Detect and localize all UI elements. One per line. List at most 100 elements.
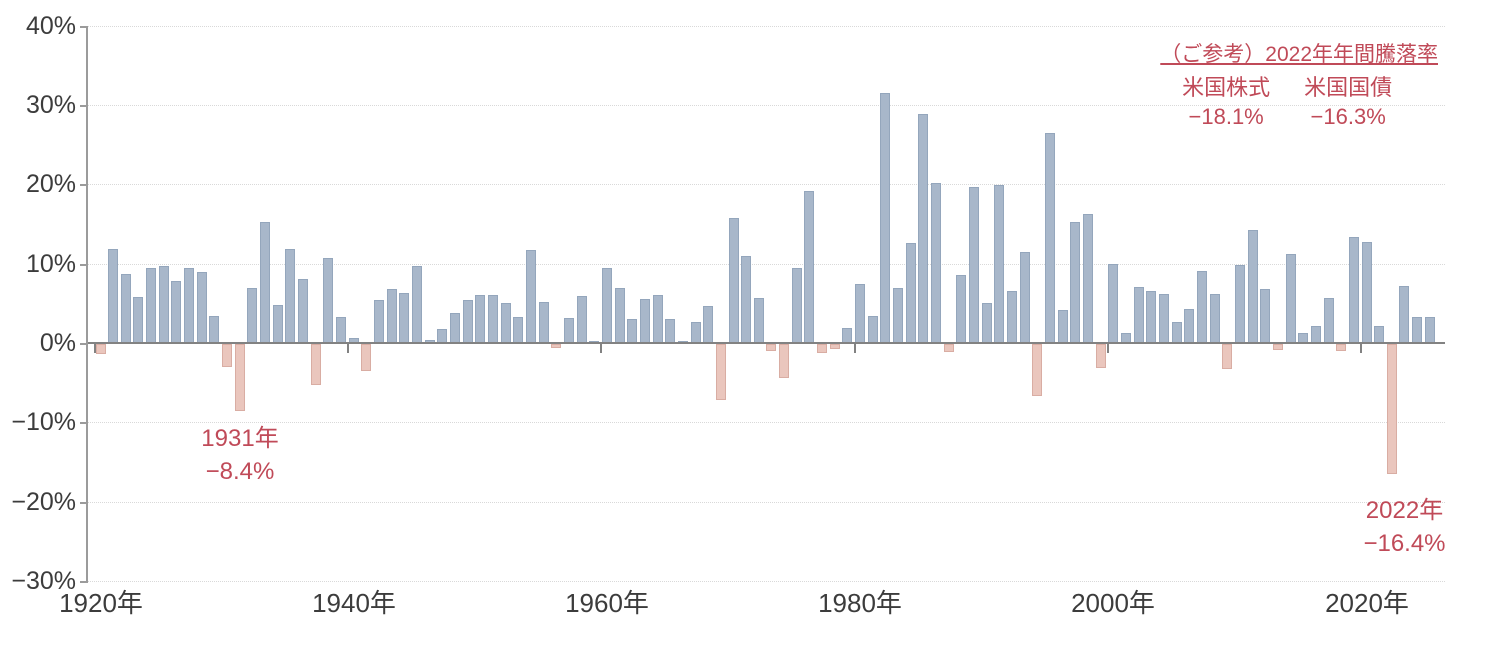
bar-1973 [766,344,776,351]
annotation-2022: 2022年 −16.4% [1312,494,1488,560]
reference-note-items: 米国株式 −18.1% 米国国債 −16.3% [1160,76,1414,129]
x-axis-label-1960: 1960年 [565,588,649,618]
y-axis-line [86,26,88,583]
bar-1997 [1070,222,1080,343]
y-axis-tick-30 [80,105,86,107]
bar-2005 [1172,322,1182,343]
bar-1934 [273,305,283,343]
gridline-20 [88,184,1445,185]
annotation-1931-value: −8.4% [205,458,275,485]
bar-2017 [1324,298,1334,343]
bar-1986 [931,183,941,343]
bar-1990 [982,303,992,343]
y-axis-tick--10 [80,422,86,424]
bar-2007 [1197,271,1207,343]
bar-1963 [640,299,650,343]
bar-1988 [956,275,966,343]
bar-1927 [184,268,194,343]
x-axis-tick-1980 [854,343,856,353]
bar-1976 [804,191,814,343]
bar-1933 [260,222,270,343]
bar-1928 [197,272,207,343]
bar-1920 [96,344,106,354]
bar-1991 [994,185,1004,343]
bar-2021 [1374,326,1384,343]
bar-1964 [653,295,663,343]
gridline-30 [88,105,1445,106]
bar-2024 [1412,317,1422,343]
bar-1950 [475,295,485,343]
bar-1956 [551,344,561,348]
bar-2009 [1222,344,1232,369]
reference-item-us-bonds: 米国国債 −16.3% [1304,76,1392,129]
bar-1979 [842,328,852,343]
gridline-40 [88,26,1445,27]
gridline-10 [88,264,1445,265]
y-axis-tick--30 [80,581,86,583]
y-axis-tick-40 [80,26,86,28]
bar-1948 [450,313,460,343]
x-axis-label-2020: 2020年 [1325,588,1409,618]
annotation-1931-year: 1931年 [201,425,279,452]
bar-1944 [399,293,409,343]
us-stocks-label: 米国株式 [1182,75,1271,100]
bar-2012 [1260,289,1270,343]
bar-1936 [298,279,308,343]
bar-1981 [868,316,878,343]
bar-2018 [1336,344,1346,351]
x-axis-label-1980: 1980年 [818,588,902,618]
bar-2000 [1108,264,1118,343]
bar-1961 [615,288,625,343]
bar-1931 [235,344,245,411]
bar-1925 [159,266,169,343]
bar-1955 [539,302,549,343]
bar-1969 [716,344,726,400]
x-axis-label-1920: 1920年 [59,588,143,618]
bar-1970 [729,218,739,343]
annotation-2022-value: −16.4% [1363,530,1446,557]
bar-1975 [792,268,802,343]
bar-1957 [564,318,574,343]
bar-1951 [488,295,498,343]
bar-1971 [741,256,751,343]
bar-1921 [108,249,118,343]
bar-1972 [754,298,764,343]
bar-1989 [969,187,979,343]
bar-2013 [1273,344,1283,350]
bar-1982 [880,93,890,343]
bar-1980 [855,284,865,343]
us-bonds-value: −16.3% [1310,104,1386,129]
bar-1941 [361,344,371,371]
bar-1932 [247,288,257,343]
bar-1929 [209,316,219,343]
y-axis-tick-20 [80,184,86,186]
bar-1939 [336,317,346,343]
bar-1937 [311,344,321,385]
bar-2019 [1349,237,1359,343]
x-axis-tick-1920 [94,343,96,353]
bar-2006 [1184,309,1194,343]
y-axis-label--10: −10% [11,408,76,436]
bar-1977 [817,344,827,353]
bar-1996 [1058,310,1068,343]
bar-1958 [577,296,587,343]
bar-2002 [1134,287,1144,343]
bar-1947 [437,329,447,343]
bar-1978 [830,344,840,349]
gridline--20 [88,502,1445,503]
bar-1930 [222,344,232,367]
y-axis-label--30: −30% [11,567,76,595]
bar-1987 [944,344,954,352]
bar-1995 [1045,133,1055,343]
bar-2011 [1248,230,1258,343]
bar-1992 [1007,291,1017,343]
bar-2010 [1235,265,1245,343]
us-stocks-value: −18.1% [1188,104,1264,129]
bar-1949 [463,300,473,343]
us-bonds-label: 米国国債 [1304,75,1393,100]
bar-1953 [513,317,523,343]
x-axis-tick-2000 [1107,343,1109,353]
bar-2020 [1362,242,1372,343]
gridline--10 [88,422,1445,423]
